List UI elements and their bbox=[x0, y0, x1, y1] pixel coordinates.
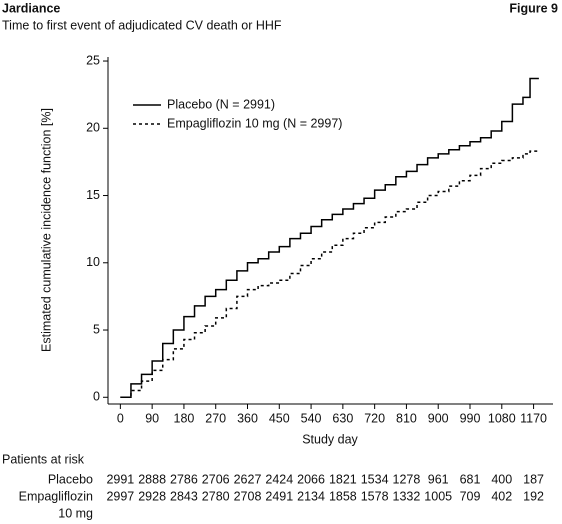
series-line bbox=[120, 77, 539, 399]
risk-value: 1278 bbox=[393, 472, 421, 486]
risk-value: 2991 bbox=[106, 472, 134, 486]
y-tick-label: 20 bbox=[86, 121, 100, 135]
risk-value: 681 bbox=[460, 472, 481, 486]
x-axis-label: Study day bbox=[302, 432, 358, 446]
risk-value: 2708 bbox=[234, 489, 262, 503]
y-tick-label: 15 bbox=[86, 188, 100, 202]
risk-value: 1858 bbox=[329, 489, 357, 503]
risk-title: Patients at risk bbox=[2, 452, 85, 466]
y-axis-label: Estimated cumulative incidence function … bbox=[39, 108, 53, 352]
chart-title: Time to first event of adjudicated CV de… bbox=[2, 18, 282, 32]
x-tick-label: 360 bbox=[237, 411, 258, 425]
risk-value: 192 bbox=[523, 489, 544, 503]
risk-value: 2066 bbox=[297, 472, 325, 486]
risk-value: 2780 bbox=[202, 489, 230, 503]
risk-value: 1821 bbox=[329, 472, 357, 486]
risk-value: 709 bbox=[460, 489, 481, 503]
x-tick-label: 900 bbox=[428, 411, 449, 425]
risk-value: 2627 bbox=[234, 472, 262, 486]
risk-row-label: 10 mg bbox=[58, 506, 93, 520]
risk-value: 1534 bbox=[361, 472, 389, 486]
legend-label: Empagliflozin 10 mg (N = 2997) bbox=[167, 116, 342, 130]
y-tick-label: 25 bbox=[86, 53, 100, 67]
risk-value: 2491 bbox=[265, 489, 293, 503]
x-tick-label: 990 bbox=[460, 411, 481, 425]
legend-label: Placebo (N = 2991) bbox=[167, 97, 275, 111]
x-tick-label: 180 bbox=[174, 411, 195, 425]
x-tick-label: 0 bbox=[117, 411, 124, 425]
y-tick-label: 0 bbox=[93, 390, 100, 404]
x-tick-label: 90 bbox=[145, 411, 159, 425]
risk-value: 2706 bbox=[202, 472, 230, 486]
x-tick-label: 1170 bbox=[520, 411, 547, 425]
y-tick-label: 10 bbox=[86, 255, 100, 269]
risk-value: 1578 bbox=[361, 489, 389, 503]
x-tick-label: 450 bbox=[269, 411, 290, 425]
figure-label: Figure 9 bbox=[509, 1, 558, 15]
risk-value: 2997 bbox=[106, 489, 134, 503]
x-tick-label: 810 bbox=[396, 411, 417, 425]
x-tick-label: 270 bbox=[205, 411, 226, 425]
risk-value: 961 bbox=[428, 472, 449, 486]
risk-value: 2928 bbox=[138, 489, 166, 503]
x-tick-label: 540 bbox=[301, 411, 322, 425]
risk-value: 1005 bbox=[424, 489, 452, 503]
x-tick-label: 1080 bbox=[488, 411, 516, 425]
risk-row-label: Empagliflozin bbox=[19, 489, 93, 503]
y-tick-label: 5 bbox=[93, 322, 100, 336]
risk-value: 402 bbox=[491, 489, 512, 503]
risk-value: 187 bbox=[523, 472, 544, 486]
x-tick-label: 630 bbox=[332, 411, 353, 425]
risk-row-label: Placebo bbox=[48, 472, 93, 486]
risk-value: 2786 bbox=[170, 472, 198, 486]
risk-value: 2843 bbox=[170, 489, 198, 503]
risk-value: 2888 bbox=[138, 472, 166, 486]
risk-value: 400 bbox=[491, 472, 512, 486]
series-line bbox=[120, 150, 539, 399]
risk-value: 2134 bbox=[297, 489, 325, 503]
risk-value: 2424 bbox=[265, 472, 293, 486]
x-tick-label: 720 bbox=[364, 411, 385, 425]
brand: Jardiance bbox=[2, 1, 60, 15]
risk-value: 1332 bbox=[393, 489, 421, 503]
